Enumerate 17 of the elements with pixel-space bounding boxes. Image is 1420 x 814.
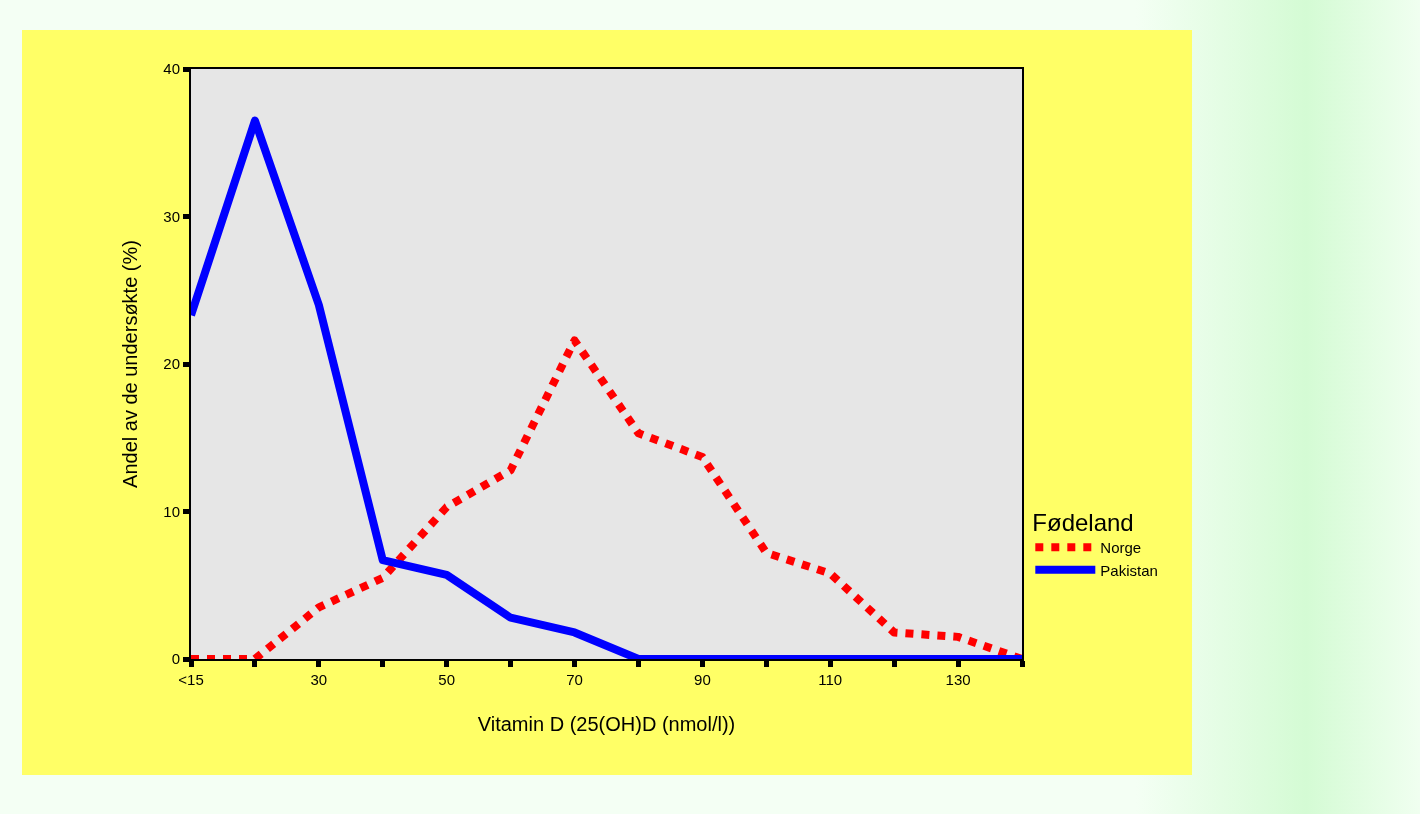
legend-label: Norge xyxy=(1100,539,1142,556)
x-axis-title: Vitamin D (25(OH)D (nmol/l)) xyxy=(477,713,736,735)
x-tick-label: 130 xyxy=(945,671,971,688)
y-tick-label: 10 xyxy=(163,502,180,520)
x-tick-label: 50 xyxy=(438,671,456,688)
y-tick-label: 40 xyxy=(163,60,180,78)
x-tick-label: 30 xyxy=(310,671,328,688)
y-axis-title: Andel av de undersøkte (%) xyxy=(119,240,142,488)
x-tick-label: <15 xyxy=(178,671,204,688)
x-tick-label: 90 xyxy=(694,671,711,688)
y-tick-label: 30 xyxy=(163,207,180,225)
legend-title: Fødeland xyxy=(1032,508,1134,536)
legend-label: Pakistan xyxy=(1100,561,1158,579)
y-tick-label: 0 xyxy=(171,650,180,668)
x-tick-label: 70 xyxy=(566,671,583,688)
x-tick-label: 110 xyxy=(818,671,843,688)
y-tick-label: 20 xyxy=(163,355,180,373)
